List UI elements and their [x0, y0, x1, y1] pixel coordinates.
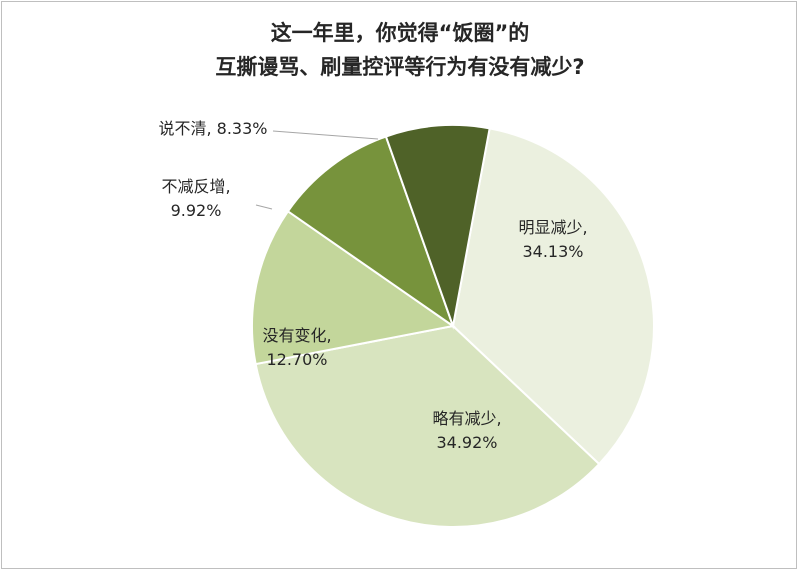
data-label-category: 略有减少, — [432, 409, 501, 428]
data-label-value: 34.13% — [522, 242, 583, 261]
pie-slice-1 — [451, 127, 655, 466]
data-label-5: 说不清, 8.33% — [158, 119, 267, 138]
data-label-text: 说不清, 8.33% — [158, 119, 267, 138]
data-labels: 明显减少, 34.13% 略有减少, 34.92% 没有变化, 12.70% 不减反增, 9.… — [158, 119, 587, 452]
leader-line-4 — [255, 204, 273, 210]
leader-lines — [255, 130, 379, 210]
chart-title-line-2: 互撕谩骂、刷量控评等行为有没有减少? — [215, 55, 585, 79]
data-label-3: 没有变化, 12.70% — [262, 326, 331, 369]
data-label-category: 明显减少, — [518, 218, 587, 237]
data-label-2: 略有减少, 34.92% — [432, 409, 501, 452]
chart-title: 这一年里，你觉得“饭圈”的 互撕谩骂、刷量控评等行为有没有减少? — [0, 16, 800, 84]
pie-slice-5 — [384, 124, 491, 330]
data-label-category: 不减反增, — [161, 177, 230, 196]
chart-title-line-1: 这一年里，你觉得“饭圈”的 — [270, 21, 530, 45]
leader-line-5 — [272, 130, 379, 140]
data-label-value: 34.92% — [436, 433, 497, 452]
data-label-4: 不减反增, 9.92% — [161, 177, 230, 220]
data-label-category: 没有变化, — [262, 326, 331, 345]
pie-slice-3 — [251, 209, 456, 366]
pie-slice-2 — [254, 324, 601, 528]
data-label-value: 12.70% — [266, 350, 327, 369]
data-label-1: 明显减少, 34.13% — [518, 218, 587, 261]
data-label-value: 9.92% — [171, 201, 222, 220]
pie-slices — [251, 124, 655, 528]
pie-slice-4 — [286, 135, 455, 329]
